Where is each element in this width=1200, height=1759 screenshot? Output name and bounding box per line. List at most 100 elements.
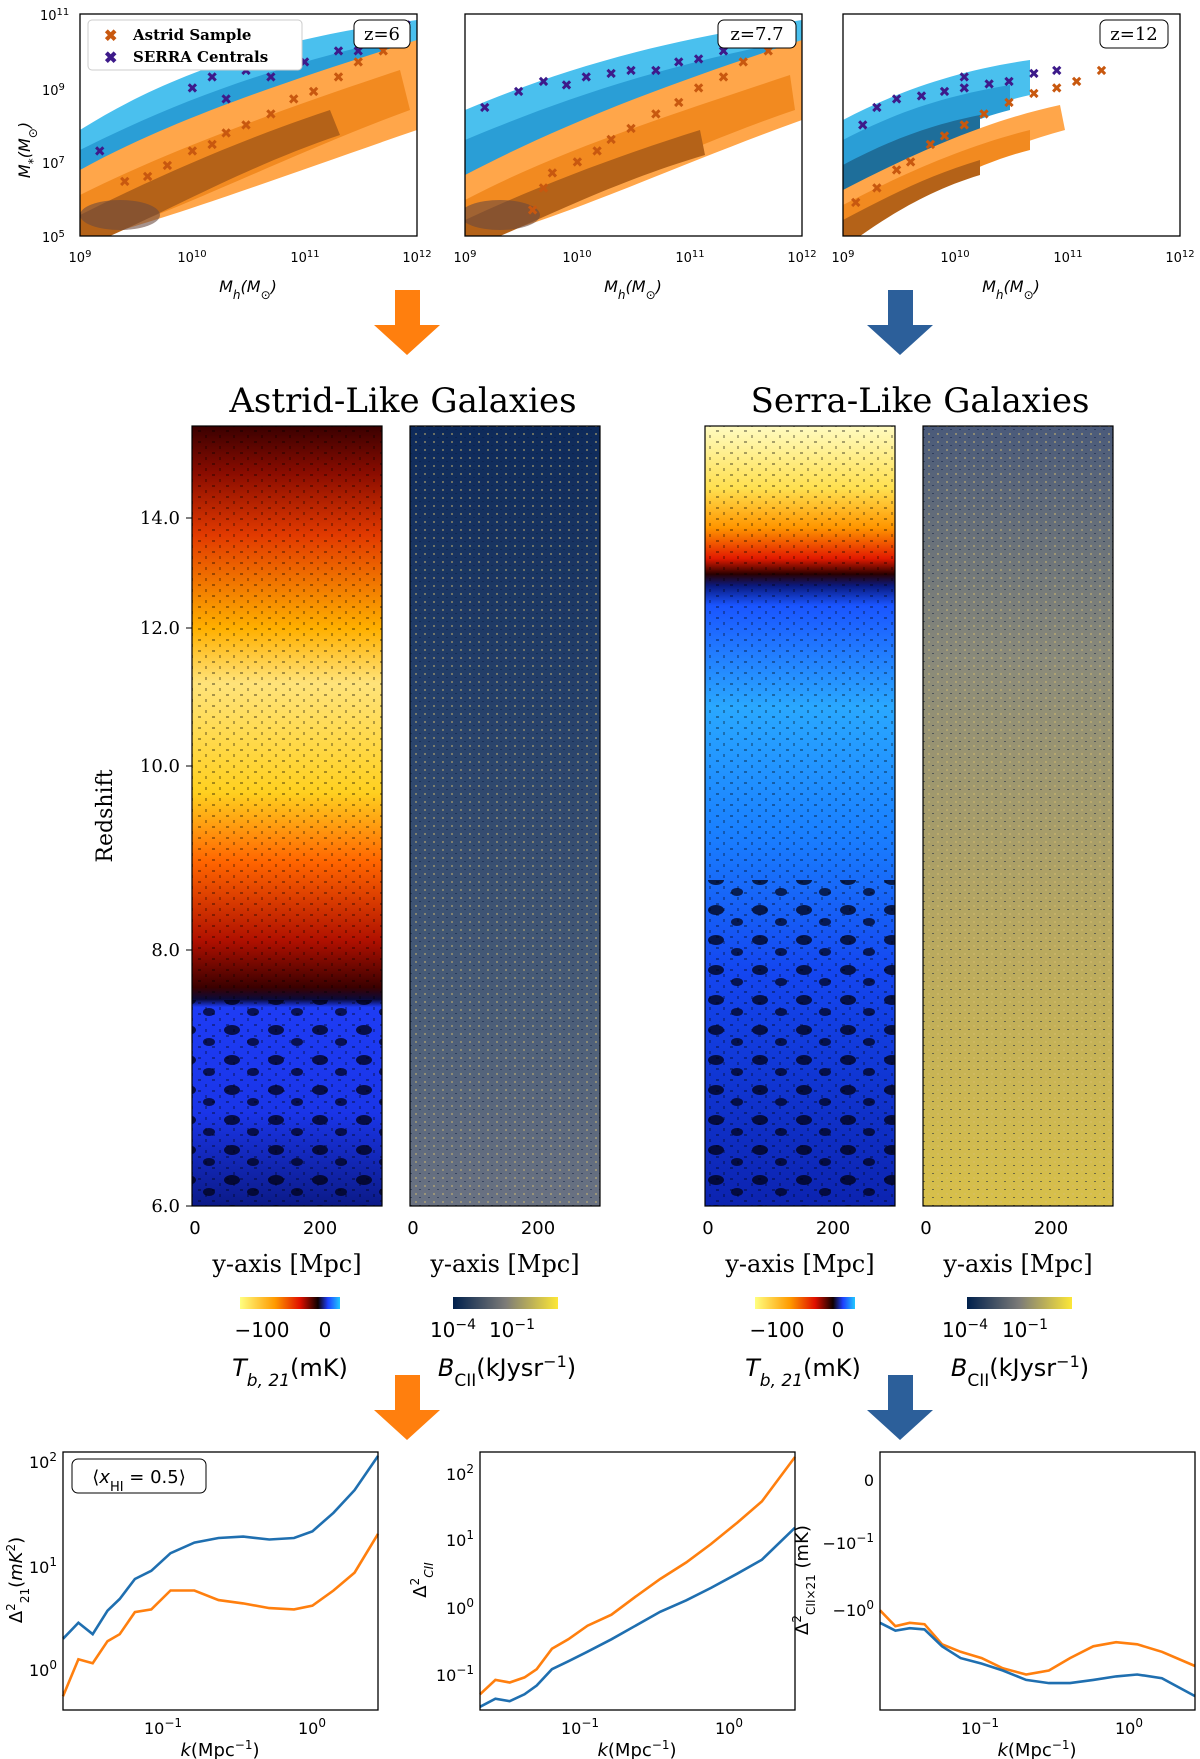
redshift-label: z=7.7 bbox=[730, 24, 783, 45]
colorbar-label-cii: BCII(kJysr−1) bbox=[951, 1352, 1089, 1392]
astrid-point: ✖ bbox=[891, 163, 903, 179]
astrid-density-inner bbox=[843, 160, 980, 236]
redshift-label: z=6 bbox=[364, 24, 400, 45]
astrid-point: ✖ bbox=[625, 122, 637, 138]
serra-point: ✖ bbox=[479, 100, 491, 116]
scatter-points: ✖✖✖✖✖✖✖✖✖✖ ✖ ✖✖✖✖✖ ✖ ✖ ✖ ✖ ✖✖ ✖✖ bbox=[850, 63, 1107, 211]
map-astrid-cii bbox=[409, 425, 601, 1207]
x-tick: 100 bbox=[298, 1716, 326, 1738]
astrid-point: ✖ bbox=[265, 107, 277, 123]
astrid-point: ✖ bbox=[905, 155, 917, 171]
serra-point: ✖ bbox=[299, 55, 311, 71]
x-axis-label: Mh(M⊙) bbox=[219, 277, 277, 302]
series-astrid-line bbox=[479, 1456, 797, 1696]
serra-point: ✖ bbox=[857, 118, 869, 134]
x-ticks: 10−1 100 bbox=[961, 1716, 1143, 1738]
power-spectra: ⟨xHI = 0.5⟩ 101 102 100 Δ221(mK2) 10−1 1… bbox=[4, 1450, 1196, 1759]
z-tick: 10.0 bbox=[140, 756, 180, 777]
series-serra-line bbox=[479, 1526, 796, 1708]
y-axis-label: Δ2CII×21 (mK) bbox=[790, 1525, 818, 1635]
x-tick: 100 bbox=[1115, 1716, 1143, 1738]
map-frame bbox=[704, 425, 896, 1207]
x-tick: 1012 bbox=[1165, 249, 1194, 267]
astrid-point: ✖ bbox=[1096, 63, 1108, 79]
colorbar-label-cii: BCII(kJysr−1) bbox=[438, 1352, 576, 1392]
serra-point: ✖ bbox=[958, 81, 970, 97]
x-tick: 1012 bbox=[402, 249, 431, 267]
map-serra-cii bbox=[922, 425, 1114, 1207]
overlap-region bbox=[465, 200, 540, 230]
map-x-label: y-axis [Mpc] bbox=[724, 1250, 874, 1278]
top-scatter-panels: ✖✖✖✖✖✖✖✖✖✖✖✖✖✖✖✖✖✖✖✖✖✖✖✖✖✖ ✖ Astrid Samp… bbox=[15, 7, 1195, 303]
ps-lines bbox=[61, 1455, 380, 1697]
z-tick: 6.0 bbox=[151, 1196, 180, 1217]
serra-point: ✖ bbox=[1051, 63, 1063, 79]
y-tick: 105 bbox=[42, 229, 65, 247]
legend-box bbox=[87, 19, 303, 71]
overlap-region bbox=[80, 200, 160, 230]
colorbar-tick: −100 bbox=[750, 1318, 805, 1342]
y-tick: −100 bbox=[833, 1598, 874, 1620]
map-serra-21cm bbox=[704, 425, 896, 1207]
x-tick: 1012 bbox=[787, 249, 816, 267]
axes-frame bbox=[842, 13, 1181, 237]
colorbar-tick: 0 bbox=[319, 1318, 332, 1342]
map-title-serra: Serra-Like Galaxies bbox=[751, 381, 1090, 421]
scatter-panel-z6: ✖✖✖✖✖✖✖✖✖✖✖✖✖✖✖✖✖✖✖✖✖✖✖✖✖✖ ✖ Astrid Samp… bbox=[79, 13, 418, 237]
astrid-point: ✖ bbox=[939, 129, 951, 145]
astrid-point: ✖ bbox=[288, 92, 300, 108]
serra-point: ✖ bbox=[983, 77, 995, 93]
astrid-point: ✖ bbox=[352, 55, 364, 71]
serra-point: ✖ bbox=[513, 85, 525, 101]
y-tick: 10−1 bbox=[436, 1663, 474, 1685]
y-tick: 1011 bbox=[40, 7, 69, 25]
y-tick: 101 bbox=[29, 1555, 57, 1577]
serra-point: ✖ bbox=[939, 85, 951, 101]
x-axis-label: k(Mpc−1) bbox=[597, 1738, 676, 1759]
x-tick: 1011 bbox=[675, 249, 704, 267]
serra-point: ✖ bbox=[206, 70, 218, 86]
z-tick: 8.0 bbox=[151, 940, 180, 961]
y-tick: −10−1 bbox=[823, 1531, 874, 1553]
astrid-point: ✖ bbox=[220, 126, 232, 142]
astrid-point: ✖ bbox=[186, 144, 198, 160]
x-tick: 1011 bbox=[290, 249, 319, 267]
axes-frame bbox=[79, 13, 418, 237]
x-axis-label: Mh(M⊙) bbox=[982, 277, 1040, 302]
astrid-point: ✖ bbox=[1028, 87, 1040, 103]
arrow-down-blue bbox=[867, 1375, 933, 1440]
axes-frame bbox=[479, 1451, 796, 1711]
astrid-point: ✖ bbox=[591, 144, 603, 160]
ps-lines bbox=[479, 1456, 797, 1708]
x-tick: 200 bbox=[1034, 1218, 1068, 1239]
colorbar-21cm bbox=[755, 1297, 855, 1309]
astrid-point: ✖ bbox=[142, 170, 154, 186]
x-tick: 0 bbox=[189, 1218, 200, 1239]
astrid-point: ✖ bbox=[333, 70, 345, 86]
redshift-label-box bbox=[353, 19, 411, 49]
x-tick: 109 bbox=[832, 249, 855, 267]
x-tick: 100 bbox=[715, 1716, 743, 1738]
colorbar-tick: 10−1 bbox=[1002, 1317, 1048, 1342]
map-x-label: y-axis [Mpc] bbox=[942, 1250, 1092, 1278]
serra-point: ✖ bbox=[650, 63, 662, 79]
ps-panel-21cm: ⟨xHI = 0.5⟩ 101 102 100 Δ221(mK2) 10−1 1… bbox=[4, 1450, 380, 1759]
astrid-point: ✖ bbox=[693, 81, 705, 97]
y-ticks: 0 −10−1 −100 bbox=[823, 1471, 874, 1620]
series-serra-line bbox=[62, 1455, 380, 1640]
serra-point: ✖ bbox=[891, 92, 903, 108]
annotation-box bbox=[71, 1458, 207, 1494]
ionized-bubbles bbox=[192, 1000, 382, 1206]
series-astrid-line bbox=[879, 1609, 1196, 1676]
astrid-point: ✖ bbox=[571, 155, 583, 171]
x-tick: 1011 bbox=[1053, 249, 1082, 267]
x-ticks: 10−1 100 bbox=[561, 1716, 743, 1738]
serra-point: ✖ bbox=[625, 63, 637, 79]
ionized-bubbles bbox=[705, 880, 895, 1206]
serra-point: ✖ bbox=[352, 44, 364, 60]
y-tick: 100 bbox=[446, 1596, 474, 1618]
serra-point: ✖ bbox=[605, 66, 617, 82]
serra-point: ✖ bbox=[240, 63, 252, 79]
map-astrid-21cm bbox=[191, 425, 383, 1207]
colorbar-tick: 10−4 bbox=[430, 1317, 476, 1342]
